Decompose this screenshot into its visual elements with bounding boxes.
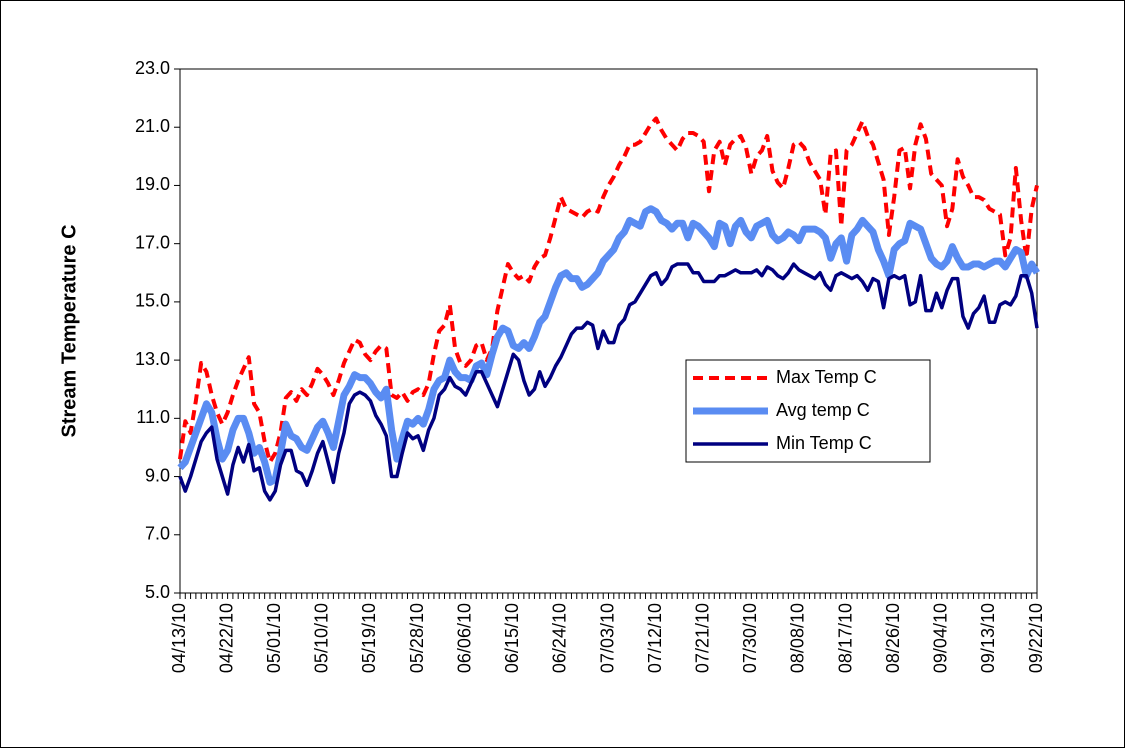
series-line: [178, 116, 1039, 464]
x-tick-label: 09/22/10: [1026, 603, 1046, 673]
x-tick-label: 09/04/10: [931, 603, 951, 673]
y-tick-label: 15.0: [135, 291, 170, 311]
x-tick-label: 05/19/10: [359, 603, 379, 673]
x-tick-label: 07/03/10: [597, 603, 617, 673]
x-tick-label: 07/30/10: [740, 603, 760, 673]
x-tick-label: 06/24/10: [550, 603, 570, 673]
y-axis-title: Stream Temperature C: [58, 224, 80, 437]
y-tick-label: 5.0: [145, 582, 170, 602]
x-tick-label: 05/28/10: [407, 603, 427, 673]
x-tick-label: 08/08/10: [788, 603, 808, 673]
x-tick-label: 07/21/10: [692, 603, 712, 673]
y-tick-label: 11.0: [136, 407, 170, 427]
y-tick-label: 7.0: [145, 524, 170, 544]
legend-label: Max Temp C: [776, 367, 877, 387]
x-tick-label: 05/01/10: [264, 603, 284, 673]
x-tick-label: 04/13/10: [169, 603, 189, 673]
x-tick-label: 09/13/10: [978, 603, 998, 673]
y-tick-label: 23.0: [135, 58, 170, 78]
series-line: [178, 262, 1039, 502]
y-tick-label: 13.0: [135, 349, 170, 369]
y-tick-label: 9.0: [145, 465, 170, 485]
legend-label: Avg temp C: [776, 400, 870, 420]
series-line: [177, 205, 1040, 486]
y-tick-label: 17.0: [135, 232, 170, 252]
x-tick-label: 07/12/10: [645, 603, 665, 673]
x-tick-label: 05/10/10: [312, 603, 332, 673]
x-tick-label: 06/06/10: [454, 603, 474, 673]
x-tick-label: 08/26/10: [883, 603, 903, 673]
legend-label: Min Temp C: [776, 433, 872, 453]
y-tick-label: 21.0: [135, 116, 170, 136]
x-tick-label: 06/15/10: [502, 603, 522, 673]
y-tick-label: 19.0: [135, 174, 170, 194]
x-tick-label: 08/17/10: [835, 603, 855, 673]
x-tick-label: 04/22/10: [216, 603, 236, 673]
